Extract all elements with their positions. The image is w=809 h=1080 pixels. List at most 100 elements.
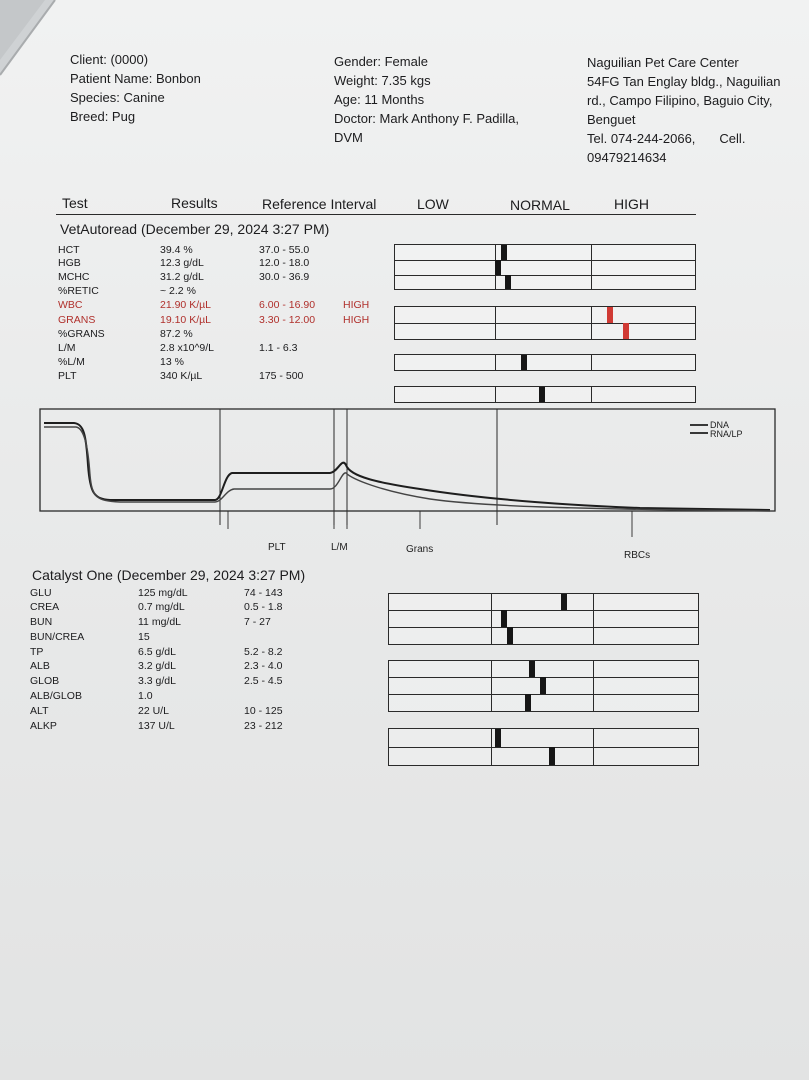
test-name: ALT bbox=[30, 705, 49, 717]
test-result: 39.4 % bbox=[160, 244, 193, 256]
reference-interval: 10 - 125 bbox=[244, 705, 283, 717]
crea-marker bbox=[501, 610, 507, 627]
age-field: Age: 11 Months bbox=[334, 92, 425, 107]
scale-group-glu-crea-bun bbox=[388, 593, 699, 645]
legend-dna: DNA bbox=[710, 420, 729, 430]
alt-marker bbox=[495, 729, 501, 747]
test-name: ALB bbox=[30, 660, 50, 672]
alb-marker bbox=[540, 677, 546, 694]
test-name: WBC bbox=[58, 299, 83, 311]
header-rule bbox=[56, 214, 696, 216]
test-result: 0.7 mg/dL bbox=[138, 601, 185, 613]
reference-interval: 23 - 212 bbox=[244, 720, 283, 732]
test-result: 12.3 g/dL bbox=[160, 257, 204, 269]
test-result: 11 mg/dL bbox=[138, 616, 181, 628]
high-flag: HIGH bbox=[343, 314, 370, 326]
scale-group-alt-alkp bbox=[388, 728, 699, 766]
gender-field: Gender: Female bbox=[334, 54, 428, 69]
test-name: BUN bbox=[30, 616, 53, 628]
marker-lm: L/M bbox=[331, 542, 348, 553]
test-result: 125 mg/dL bbox=[138, 587, 188, 599]
wbc-marker bbox=[607, 307, 613, 323]
client-field: Client: (0000) bbox=[70, 52, 149, 67]
reference-interval: 74 - 143 bbox=[244, 587, 283, 599]
test-name: L/M bbox=[58, 342, 76, 354]
hct-marker bbox=[501, 245, 507, 260]
test-name: PLT bbox=[58, 370, 77, 382]
scale-group-tp-alb-glob bbox=[388, 660, 699, 712]
reference-interval: 2.5 - 4.5 bbox=[244, 675, 283, 687]
mchc-marker bbox=[505, 275, 511, 289]
clinic-address-line: 54FG Tan Englay bldg., Naguilian bbox=[587, 74, 781, 89]
patient-info: Client: (0000) Patient Name: Bonbon Spec… bbox=[70, 50, 201, 126]
reference-interval: 2.3 - 4.0 bbox=[244, 660, 283, 672]
test-name: HGB bbox=[58, 257, 81, 269]
test-name: HCT bbox=[58, 244, 80, 256]
test-name: CREA bbox=[30, 601, 60, 613]
legend-rna-lp: RNA/LP bbox=[710, 429, 743, 439]
test-name: TP bbox=[30, 646, 44, 658]
weight-field: Weight: 7.35 kgs bbox=[334, 73, 431, 88]
reference-interval: 0.5 - 1.8 bbox=[244, 601, 283, 613]
reference-interval: 37.0 - 55.0 bbox=[259, 244, 310, 256]
hgb-marker bbox=[495, 260, 501, 275]
scale-group-hct-hgb-mchc bbox=[394, 244, 696, 290]
test-name: GLOB bbox=[30, 675, 60, 687]
reference-interval: 7 - 27 bbox=[244, 616, 271, 628]
glob-marker bbox=[525, 694, 531, 711]
scale-plt bbox=[394, 386, 696, 403]
plt-marker bbox=[539, 387, 545, 402]
test-name: %L/M bbox=[58, 356, 85, 368]
test-result: 2.8 x10^9/L bbox=[160, 342, 214, 354]
reference-interval: 30.0 - 36.9 bbox=[259, 271, 310, 283]
test-name: BUN/CREA bbox=[30, 631, 85, 643]
test-result: 137 U/L bbox=[138, 720, 175, 732]
test-result: 87.2 % bbox=[160, 328, 193, 340]
test-name: ALKP bbox=[30, 720, 57, 732]
col-results: Results bbox=[171, 195, 218, 211]
clinic-phone: Tel. 074-244-2066, Cell. bbox=[587, 131, 746, 146]
reference-interval: 175 - 500 bbox=[259, 370, 304, 382]
test-name: GRANS bbox=[58, 314, 96, 326]
doctor-field: Doctor: Mark Anthony F. Padilla, bbox=[334, 111, 519, 126]
test-result: ~ 2.2 % bbox=[160, 285, 196, 297]
reference-interval: 3.30 - 12.00 bbox=[259, 314, 316, 326]
scale-lm bbox=[394, 354, 696, 371]
test-result: 340 K/µL bbox=[160, 370, 203, 382]
test-result: 3.3 g/dL bbox=[138, 675, 176, 687]
col-reference: Reference Interval bbox=[262, 196, 377, 212]
test-name: %RETIC bbox=[58, 285, 99, 297]
reference-interval: 12.0 - 18.0 bbox=[259, 257, 310, 269]
clinic-address: Naguilian Pet Care Center 54FG Tan Engla… bbox=[587, 53, 780, 167]
test-result: 13 % bbox=[160, 356, 184, 368]
marker-plt: PLT bbox=[268, 542, 286, 553]
patient-name-field: Patient Name: Bonbon bbox=[70, 71, 201, 86]
cell-distribution-histogram: DNA RNA/LP PLT L/M Grans RBCs bbox=[39, 408, 776, 561]
test-name: ALB/GLOB bbox=[30, 690, 82, 702]
clinic-address-line: Benguet bbox=[587, 112, 636, 127]
reference-interval: 1.1 - 6.3 bbox=[259, 342, 298, 354]
clinic-name: Naguilian Pet Care Center bbox=[587, 55, 739, 70]
test-name: GLU bbox=[30, 587, 52, 599]
lm-marker bbox=[521, 355, 527, 370]
alkp-marker bbox=[549, 747, 555, 765]
col-test: Test bbox=[62, 195, 88, 211]
glu-marker bbox=[561, 594, 567, 610]
reference-interval: 6.00 - 16.90 bbox=[259, 299, 316, 311]
grans-marker bbox=[623, 323, 629, 339]
clinic-address-line: rd., Campo Filipino, Baguio City, bbox=[587, 93, 773, 108]
marker-rbcs: RBCs bbox=[624, 550, 650, 561]
doctor-title: DVM bbox=[334, 130, 363, 145]
clinic-cell-number: 09479214634 bbox=[587, 150, 667, 165]
marker-grans: Grans bbox=[406, 544, 433, 555]
tp-marker bbox=[529, 661, 535, 677]
bun-marker bbox=[507, 627, 513, 644]
catalyst-title: Catalyst One (December 29, 2024 3:27 PM) bbox=[32, 567, 306, 583]
test-result: 15 bbox=[138, 631, 150, 643]
col-low: LOW bbox=[417, 196, 449, 212]
test-result: 22 U/L bbox=[138, 705, 169, 717]
test-result: 6.5 g/dL bbox=[138, 646, 176, 658]
test-result: 31.2 g/dL bbox=[160, 271, 204, 283]
vetautoread-title: VetAutoread (December 29, 2024 3:27 PM) bbox=[60, 221, 330, 237]
